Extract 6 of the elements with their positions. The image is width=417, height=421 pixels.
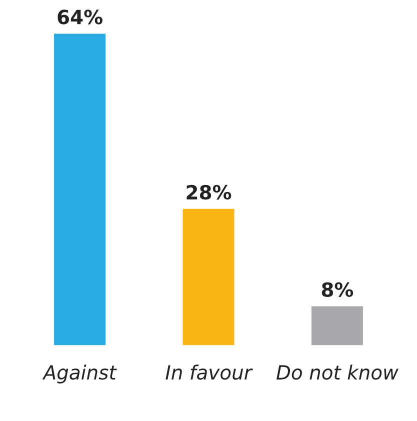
data-label: 64% [58,10,102,24]
data-label: 28% [186,184,232,200]
x-tick-label: Do not know [276,364,398,380]
x-tick-label: Against [42,364,117,384]
data-label: 8% [322,282,354,297]
x-tick-label: In favour [166,364,253,380]
